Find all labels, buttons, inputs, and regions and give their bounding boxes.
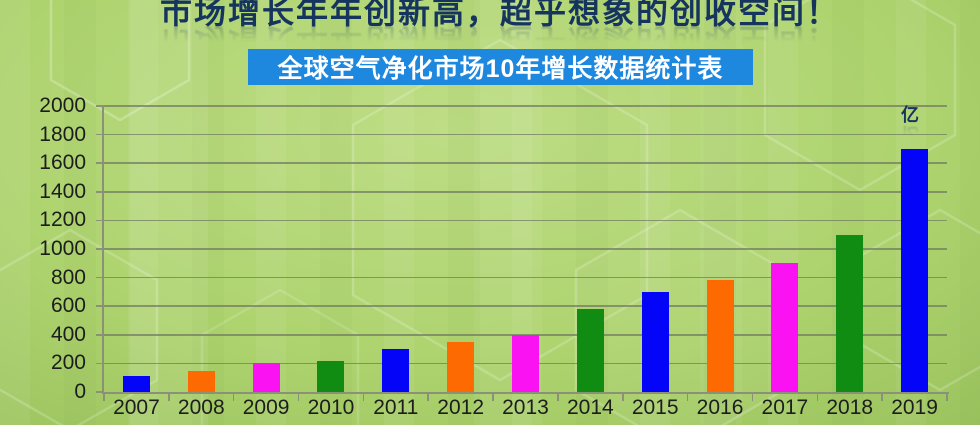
- y-axis-label: 1400: [39, 179, 86, 203]
- x-axis-label: 2017: [761, 396, 809, 419]
- unit-label-reflection: 亿: [901, 124, 919, 144]
- gridline-400: [104, 334, 947, 336]
- gridline-1200: [104, 219, 947, 222]
- x-axis-label: 2007: [113, 396, 160, 419]
- header: 市场增长年年创新高，超乎想象的创收空间！ 市场增长年年创新高，超乎想象的创收空间…: [0, 0, 980, 59]
- y-axis-label: 1200: [39, 208, 86, 232]
- bar-2017: [771, 263, 799, 392]
- x-tick: [492, 394, 494, 401]
- bar-2018: [836, 234, 864, 392]
- bar-2015: [641, 291, 669, 392]
- y-tick: [96, 334, 104, 336]
- y-axis-label: 200: [50, 351, 86, 375]
- x-axis-label: 2011: [373, 396, 419, 419]
- y-tick: [96, 191, 104, 193]
- gridline-1600: [104, 162, 947, 164]
- x-tick: [168, 394, 170, 401]
- y-axis-label: 400: [50, 322, 86, 346]
- x-axis-label: 2012: [437, 396, 484, 419]
- x-axis-label: 2014: [566, 396, 614, 419]
- bar-2007: [122, 376, 150, 392]
- bar-2009: [252, 363, 280, 392]
- y-tick: [96, 276, 104, 279]
- x-axis-label: 2010: [307, 396, 355, 419]
- x-tick: [816, 394, 819, 401]
- y-tick: [96, 305, 104, 307]
- gridline-800: [104, 276, 947, 279]
- y-axis-label: 1800: [39, 122, 86, 146]
- x-axis-label: 2018: [826, 396, 874, 419]
- gridline-2000: [104, 105, 947, 107]
- gridline-1000: [104, 248, 947, 250]
- y-axis-label: 1000: [39, 237, 86, 260]
- x-tick: [881, 394, 883, 401]
- bar-2019: [901, 148, 929, 392]
- y-axis-label: 2000: [39, 94, 86, 117]
- y-tick: [96, 133, 104, 136]
- y-tick: [96, 391, 104, 393]
- x-tick: [427, 394, 429, 401]
- y-tick: [96, 162, 104, 164]
- x-tick: [232, 394, 235, 401]
- bar-2012: [447, 341, 475, 392]
- page-title: 市场增长年年创新高，超乎想象的创收空间！: [159, 0, 840, 30]
- y-tick: [96, 248, 104, 250]
- x-axis-labels: 2007 2008 2009 2010 2011 2012 2013 2014 2015 2016…: [104, 395, 947, 423]
- x-axis-label: 2016: [696, 396, 744, 419]
- x-axis-line: [102, 392, 949, 394]
- x-tick: [946, 394, 948, 401]
- y-axis-labels: 0 200 400 600 800 1000 1200 1400 1600 1800 2000: [0, 94, 86, 406]
- y-axis-label: 0: [74, 380, 86, 403]
- chart-title-text: 全球空气净化市场10年增长数据统计表: [277, 55, 724, 83]
- y-tick: [96, 105, 104, 107]
- x-tick: [622, 394, 624, 401]
- plot-area: [96, 105, 948, 401]
- bar-2013: [512, 334, 539, 392]
- gridline-1400: [104, 191, 947, 193]
- bar-2008: [187, 370, 215, 392]
- x-tick: [751, 394, 754, 401]
- x-tick: [103, 394, 105, 401]
- x-axis-label: 2009: [242, 396, 290, 419]
- y-tick: [96, 219, 104, 222]
- unit-label: 亿: [901, 105, 919, 125]
- x-tick: [362, 394, 365, 401]
- x-axis-label: 2008: [177, 396, 225, 419]
- x-axis-label: 2015: [631, 396, 679, 419]
- bar-2014: [576, 309, 604, 392]
- x-axis-label: 2013: [502, 396, 549, 419]
- x-tick: [297, 394, 300, 401]
- y-axis-label: 800: [50, 265, 86, 289]
- y-axis-label: 600: [50, 294, 86, 318]
- gridline-1800: [104, 133, 947, 136]
- bar-2016: [706, 280, 734, 392]
- y-tick: [96, 362, 104, 365]
- x-tick: [557, 394, 559, 401]
- y-axis-label: 1600: [39, 151, 86, 175]
- bar-2011: [382, 349, 410, 392]
- x-tick: [686, 394, 689, 401]
- chart-title-banner: 全球空气净化市场10年增长数据统计表: [248, 49, 753, 85]
- gridline-600: [104, 305, 947, 307]
- bar-2010: [317, 360, 345, 392]
- x-axis-label: 2019: [891, 396, 938, 419]
